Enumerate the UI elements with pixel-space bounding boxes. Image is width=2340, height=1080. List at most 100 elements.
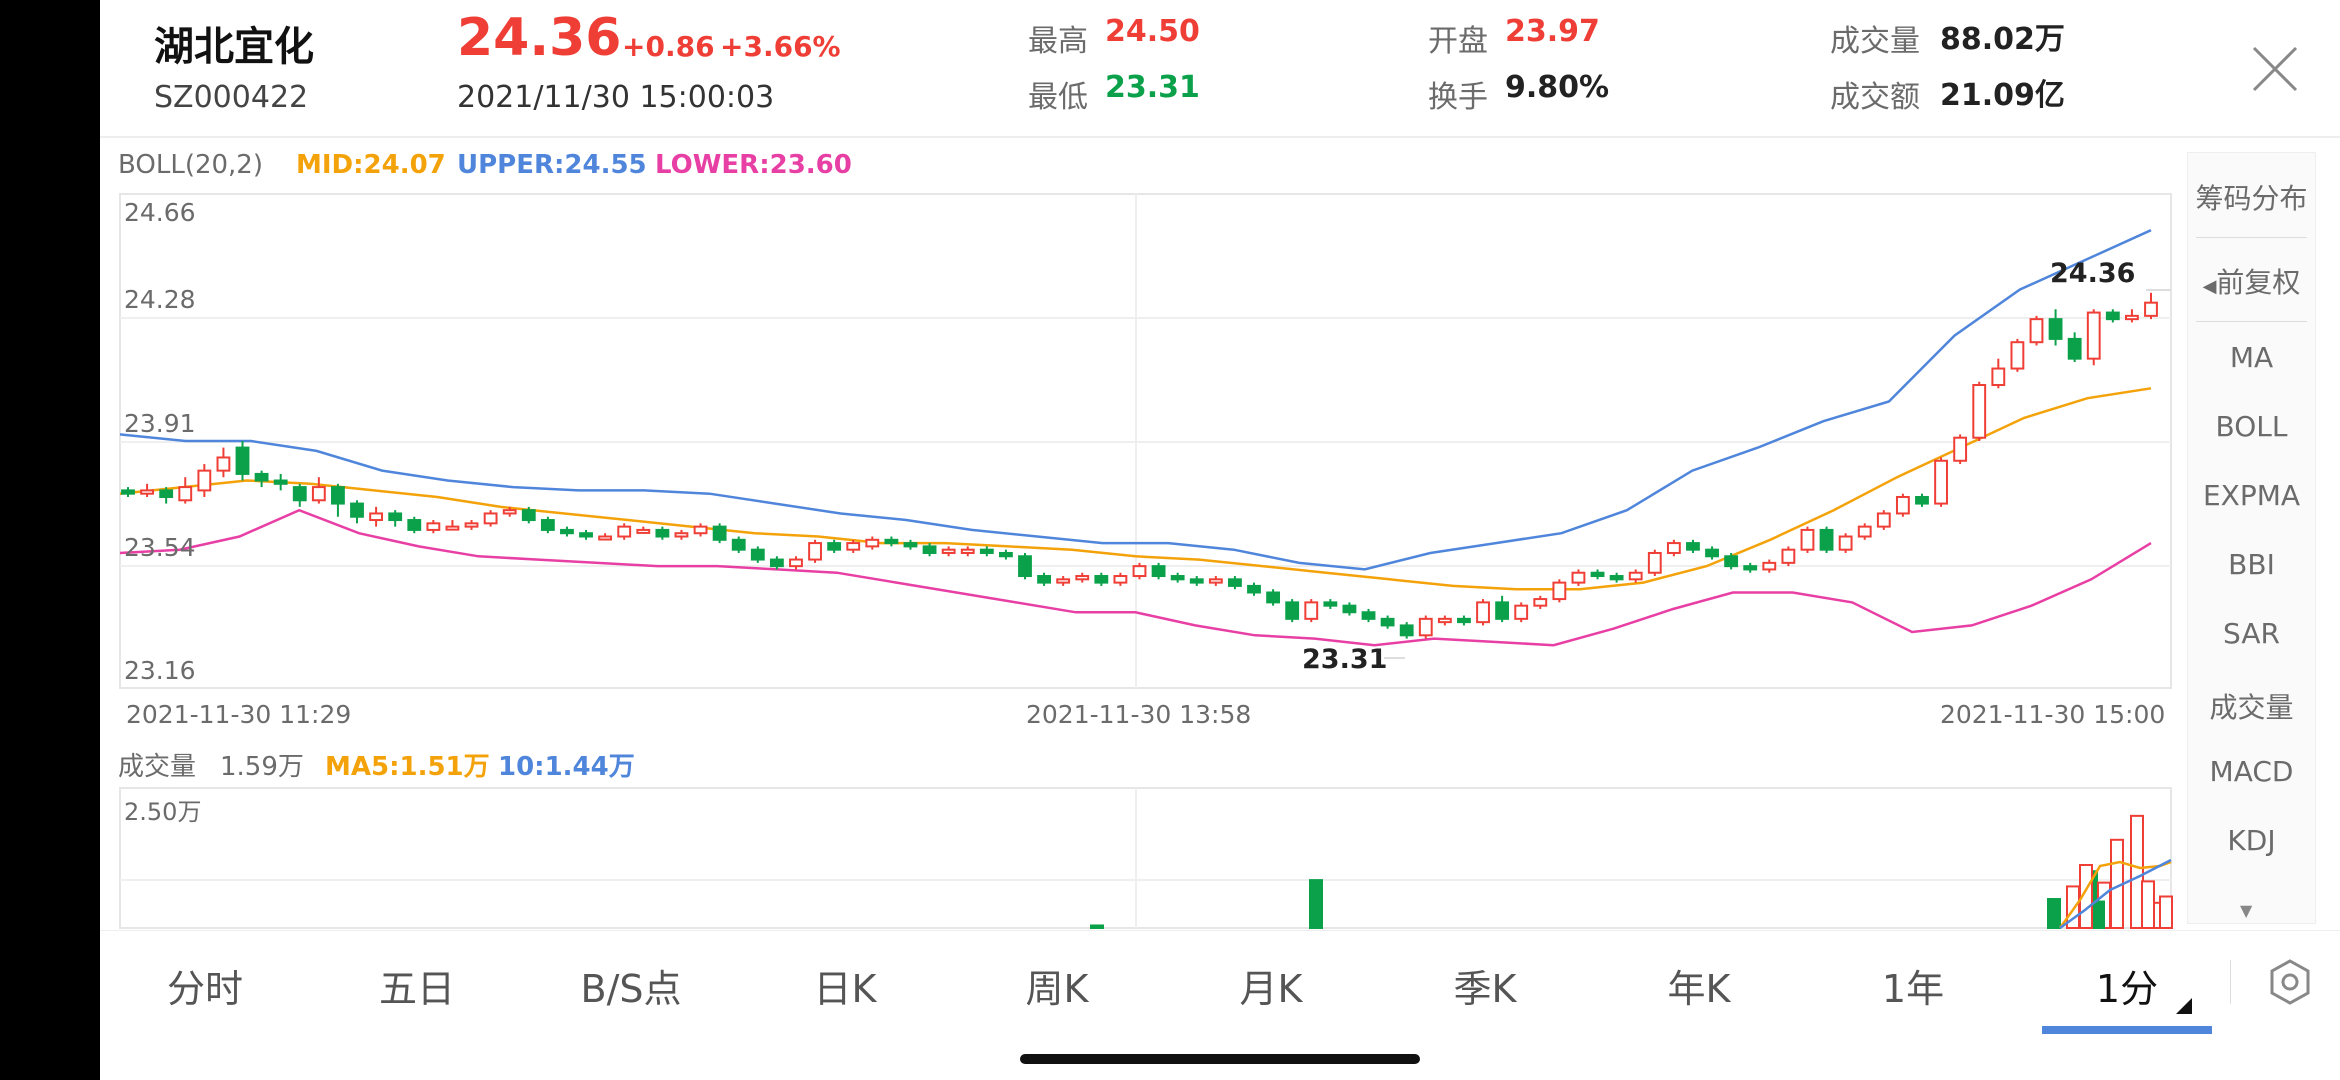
sidebar-macd[interactable]: MACD <box>2209 755 2294 788</box>
candle-body <box>903 542 918 548</box>
candlestick <box>1113 572 1128 586</box>
candlestick <box>1762 559 1777 573</box>
candle-body <box>1437 617 1452 624</box>
candlestick <box>178 477 193 504</box>
candlestick <box>1838 533 1853 553</box>
candle-body <box>979 548 994 554</box>
volume-ma5: MA5:1.51万 <box>325 752 490 782</box>
candle-body <box>1075 575 1090 581</box>
candle-body <box>540 519 555 531</box>
candle-body <box>1266 591 1281 604</box>
tab-quarterly-k[interactable]: 季K <box>1453 967 1517 1011</box>
candle-body <box>2144 301 2158 317</box>
stock-name: 湖北宜化 <box>154 24 314 70</box>
candle-body <box>1666 542 1681 554</box>
candle-body <box>445 525 460 531</box>
volume-chart[interactable] <box>100 0 2340 930</box>
tab-bs-points[interactable]: B/S点 <box>580 967 682 1011</box>
candle-body <box>1132 565 1147 578</box>
candle-body <box>1399 624 1414 637</box>
price-chart[interactable] <box>100 0 2340 960</box>
header-divider <box>100 136 2340 138</box>
candlestick <box>197 464 212 497</box>
sidebar-adjust-label: 前复权 <box>2216 266 2301 299</box>
candlestick <box>1495 595 1510 623</box>
candlestick <box>579 529 593 540</box>
settings-icon[interactable] <box>2268 958 2312 1006</box>
volume-value: 88.02万 <box>1940 22 2065 57</box>
candle-body <box>1418 617 1433 637</box>
sidebar-kdj[interactable]: KDJ <box>2227 824 2276 857</box>
tab-yearly-k[interactable]: 年K <box>1667 967 1731 1011</box>
tab-one-year[interactable]: 1年 <box>1881 967 1945 1011</box>
candlestick <box>1018 552 1032 580</box>
chevron-down-icon[interactable]: ▼ <box>2240 901 2253 920</box>
candle-body <box>292 486 307 502</box>
tab-intraday[interactable]: 分时 <box>166 967 243 1011</box>
candlestick <box>960 546 975 557</box>
sidebar-ma[interactable]: MA <box>2229 341 2274 374</box>
candle-body <box>789 558 803 568</box>
candlestick <box>1323 599 1338 609</box>
price-tick: 24.66 <box>124 198 196 227</box>
candlestick <box>2105 309 2120 323</box>
candlestick <box>693 523 708 537</box>
candlestick <box>331 483 345 517</box>
candle-body <box>235 446 250 475</box>
turnover-value: 9.80% <box>1505 70 1610 105</box>
sidebar-sar[interactable]: SAR <box>2223 617 2280 650</box>
candlestick <box>922 543 937 557</box>
candlestick <box>1647 549 1662 577</box>
candlestick <box>521 506 536 524</box>
candlestick <box>1533 595 1548 609</box>
candle-body <box>617 525 632 538</box>
candlestick <box>311 477 326 504</box>
candlestick <box>2029 315 2044 346</box>
candle-body <box>1686 542 1700 551</box>
candlestick <box>1056 576 1071 586</box>
candle-body <box>521 509 536 522</box>
candlestick <box>2144 292 2158 320</box>
candlestick <box>407 516 422 534</box>
candlestick <box>350 500 364 524</box>
close-icon[interactable] <box>2250 44 2300 94</box>
candlestick <box>808 539 822 563</box>
candle-body <box>2010 341 2025 370</box>
sidebar-boll[interactable]: BOLL <box>2215 410 2288 443</box>
sidebar-adjust[interactable]: ◀前复权 <box>2188 261 2315 301</box>
candlestick <box>1457 615 1471 626</box>
candlestick <box>1552 579 1567 603</box>
candlestick <box>2124 309 2139 323</box>
candle-body <box>464 522 479 528</box>
price-tick: 23.54 <box>124 533 196 562</box>
tab-five-day[interactable]: 五日 <box>378 967 455 1011</box>
tab-monthly-k[interactable]: 月K <box>1239 967 1303 1011</box>
sidebar-expma[interactable]: EXPMA <box>2202 479 2301 512</box>
candle-body <box>407 519 422 531</box>
candle-body <box>350 502 364 518</box>
boll-mid-line <box>119 387 2152 591</box>
candle-body <box>1895 495 1910 515</box>
tab-weekly-k[interactable]: 周K <box>1025 967 1089 1011</box>
candlestick <box>998 549 1013 560</box>
candlestick <box>445 520 460 531</box>
tab-one-minute[interactable]: 1分 <box>2032 958 2222 1013</box>
sidebar-bbi[interactable]: BBI <box>2228 548 2275 581</box>
candlestick <box>617 523 632 540</box>
candle-body <box>731 538 746 551</box>
candlestick <box>941 546 956 557</box>
sidebar-volume[interactable]: 成交量 <box>2209 691 2294 724</box>
candle-body <box>2105 311 2120 321</box>
tab-daily-k[interactable]: 日K <box>813 967 877 1011</box>
candlestick <box>1934 457 1948 507</box>
low-label: 最低 <box>1028 80 1088 115</box>
sidebar-chip-distribution[interactable]: 筹码分布 <box>2195 182 2308 215</box>
candle-body <box>674 532 689 538</box>
candle-body <box>1056 578 1071 584</box>
candlestick <box>979 546 994 557</box>
candle-body <box>1934 459 1948 505</box>
candlestick <box>1781 546 1796 567</box>
candlestick <box>1609 572 1624 583</box>
candle-body <box>712 525 727 541</box>
candlestick <box>369 506 384 527</box>
